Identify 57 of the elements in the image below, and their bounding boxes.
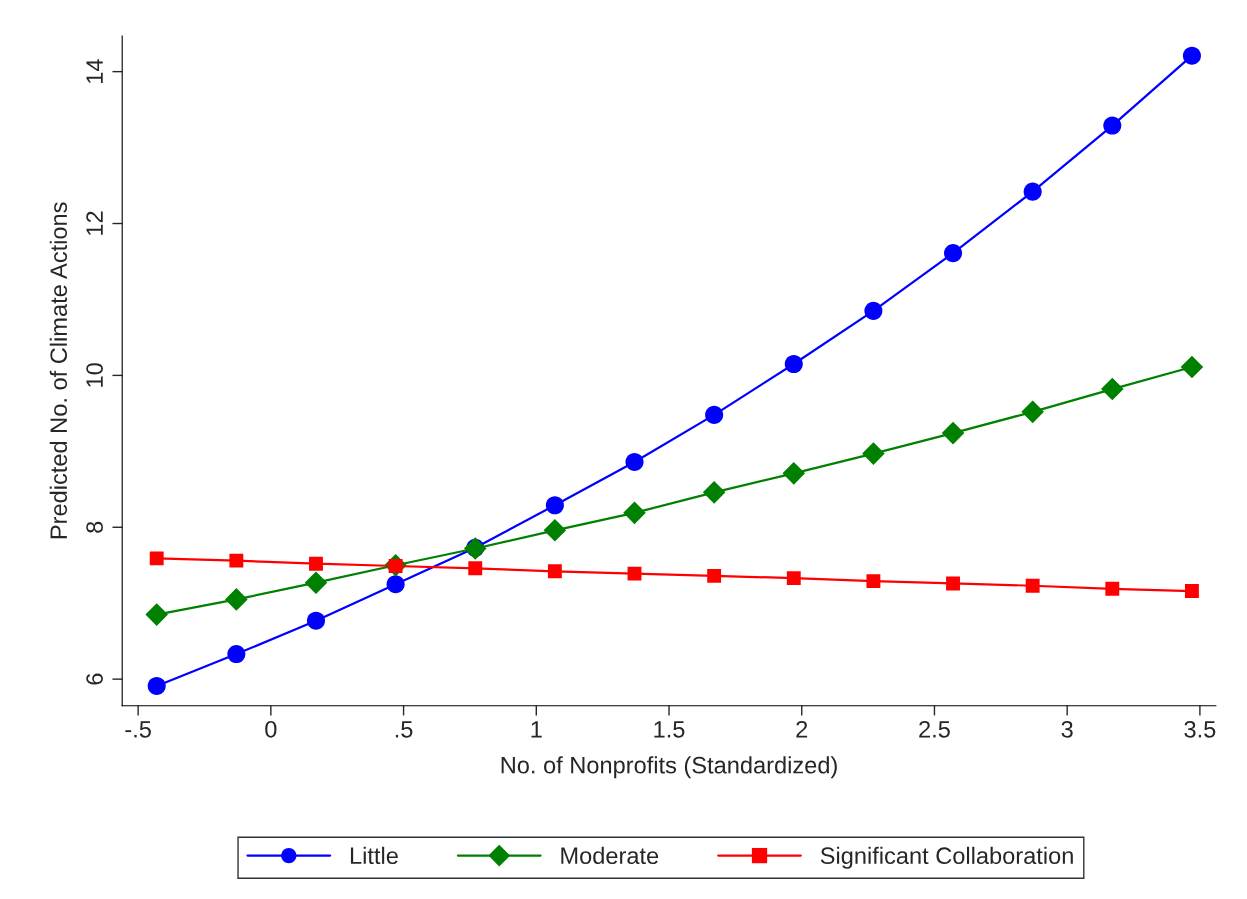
point <box>866 574 881 589</box>
x-tick-label: 1.5 <box>654 721 685 738</box>
legend-label: Moderate <box>561 846 659 865</box>
point <box>306 611 326 630</box>
point <box>625 452 644 471</box>
point <box>862 442 885 465</box>
point <box>227 645 246 664</box>
x-tick-label: 2 <box>796 720 808 738</box>
y-tick-label: 12 <box>86 211 103 235</box>
point <box>1021 400 1044 424</box>
point <box>623 501 646 525</box>
y-tick-label: 8 <box>86 521 103 533</box>
point <box>1101 377 1124 401</box>
point <box>702 481 726 504</box>
point <box>784 354 803 374</box>
x-tick-label: 3.5 <box>1184 720 1216 738</box>
point <box>304 571 328 594</box>
legend-label: Significant Collaboration <box>820 846 1073 869</box>
point <box>1105 581 1120 596</box>
point <box>547 564 562 579</box>
point <box>946 576 960 591</box>
point <box>782 462 806 485</box>
y-tick-label: 14 <box>86 59 103 83</box>
point <box>1184 584 1199 598</box>
point <box>1023 182 1042 201</box>
point <box>545 496 564 515</box>
point <box>225 588 248 611</box>
x-tick-label: -.5 <box>125 721 151 738</box>
x-tick-label: 3 <box>1061 720 1073 738</box>
point <box>1103 116 1122 135</box>
legend-label: Little <box>350 846 398 865</box>
y-tick-label: 10 <box>86 363 103 387</box>
point <box>386 575 405 594</box>
point <box>705 405 724 424</box>
point <box>468 561 483 576</box>
point <box>864 301 883 320</box>
point <box>229 553 244 568</box>
point <box>543 519 567 542</box>
x-tick-label: 0 <box>265 720 277 738</box>
point <box>1180 355 1204 379</box>
point <box>786 571 801 586</box>
y-tick-label: 6 <box>86 673 103 685</box>
point <box>145 603 169 626</box>
point <box>707 568 722 583</box>
x-axis-title: No. of Nonprofits (Standardized) <box>501 756 837 779</box>
x-tick-label: 1 <box>531 721 542 738</box>
point <box>627 566 642 581</box>
point <box>309 556 323 571</box>
point <box>149 551 164 566</box>
point <box>941 421 965 445</box>
x-tick-label: 2.5 <box>919 720 950 738</box>
x-tick-label: .5 <box>395 721 413 738</box>
point <box>147 676 166 695</box>
point <box>1025 578 1040 593</box>
y-axis-title: Predicted No. of Climate Actions <box>49 202 68 539</box>
point <box>1182 46 1201 65</box>
point <box>944 244 963 263</box>
